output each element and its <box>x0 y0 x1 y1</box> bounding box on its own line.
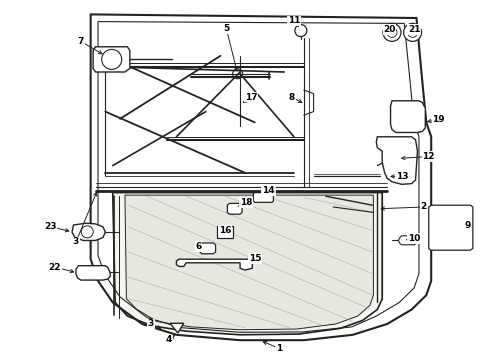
Polygon shape <box>113 193 382 335</box>
Text: 15: 15 <box>248 254 261 263</box>
Text: 7: 7 <box>77 37 84 46</box>
Text: 8: 8 <box>289 93 295 102</box>
Polygon shape <box>125 195 373 330</box>
Text: 5: 5 <box>223 24 229 33</box>
Text: 17: 17 <box>245 93 258 102</box>
Text: 6: 6 <box>196 242 201 251</box>
Text: 2: 2 <box>421 202 427 211</box>
FancyBboxPatch shape <box>218 226 233 238</box>
Text: 1: 1 <box>276 344 282 353</box>
Text: 14: 14 <box>262 186 275 195</box>
Polygon shape <box>391 101 425 132</box>
Text: 22: 22 <box>49 263 61 271</box>
Text: 11: 11 <box>288 16 300 25</box>
Text: 18: 18 <box>240 198 252 207</box>
Text: 16: 16 <box>219 226 232 235</box>
Text: 9: 9 <box>465 221 471 230</box>
Text: 23: 23 <box>44 222 57 231</box>
Text: 21: 21 <box>408 25 420 34</box>
Circle shape <box>383 23 401 41</box>
Text: 10: 10 <box>408 234 420 243</box>
Polygon shape <box>398 236 417 245</box>
Text: 4: 4 <box>166 336 172 344</box>
Polygon shape <box>429 205 473 250</box>
Polygon shape <box>176 259 252 270</box>
Circle shape <box>295 24 307 37</box>
Text: 19: 19 <box>432 115 445 124</box>
Circle shape <box>404 23 421 41</box>
Polygon shape <box>200 243 216 254</box>
Polygon shape <box>170 323 184 333</box>
Text: 12: 12 <box>422 152 435 161</box>
Polygon shape <box>93 47 130 72</box>
Text: 20: 20 <box>383 25 396 34</box>
Polygon shape <box>72 223 105 240</box>
Polygon shape <box>253 193 273 202</box>
Text: 3: 3 <box>73 238 79 247</box>
Text: 13: 13 <box>395 172 408 181</box>
Text: 3: 3 <box>148 320 154 328</box>
Polygon shape <box>76 266 110 280</box>
Polygon shape <box>227 203 242 214</box>
Polygon shape <box>376 137 417 184</box>
